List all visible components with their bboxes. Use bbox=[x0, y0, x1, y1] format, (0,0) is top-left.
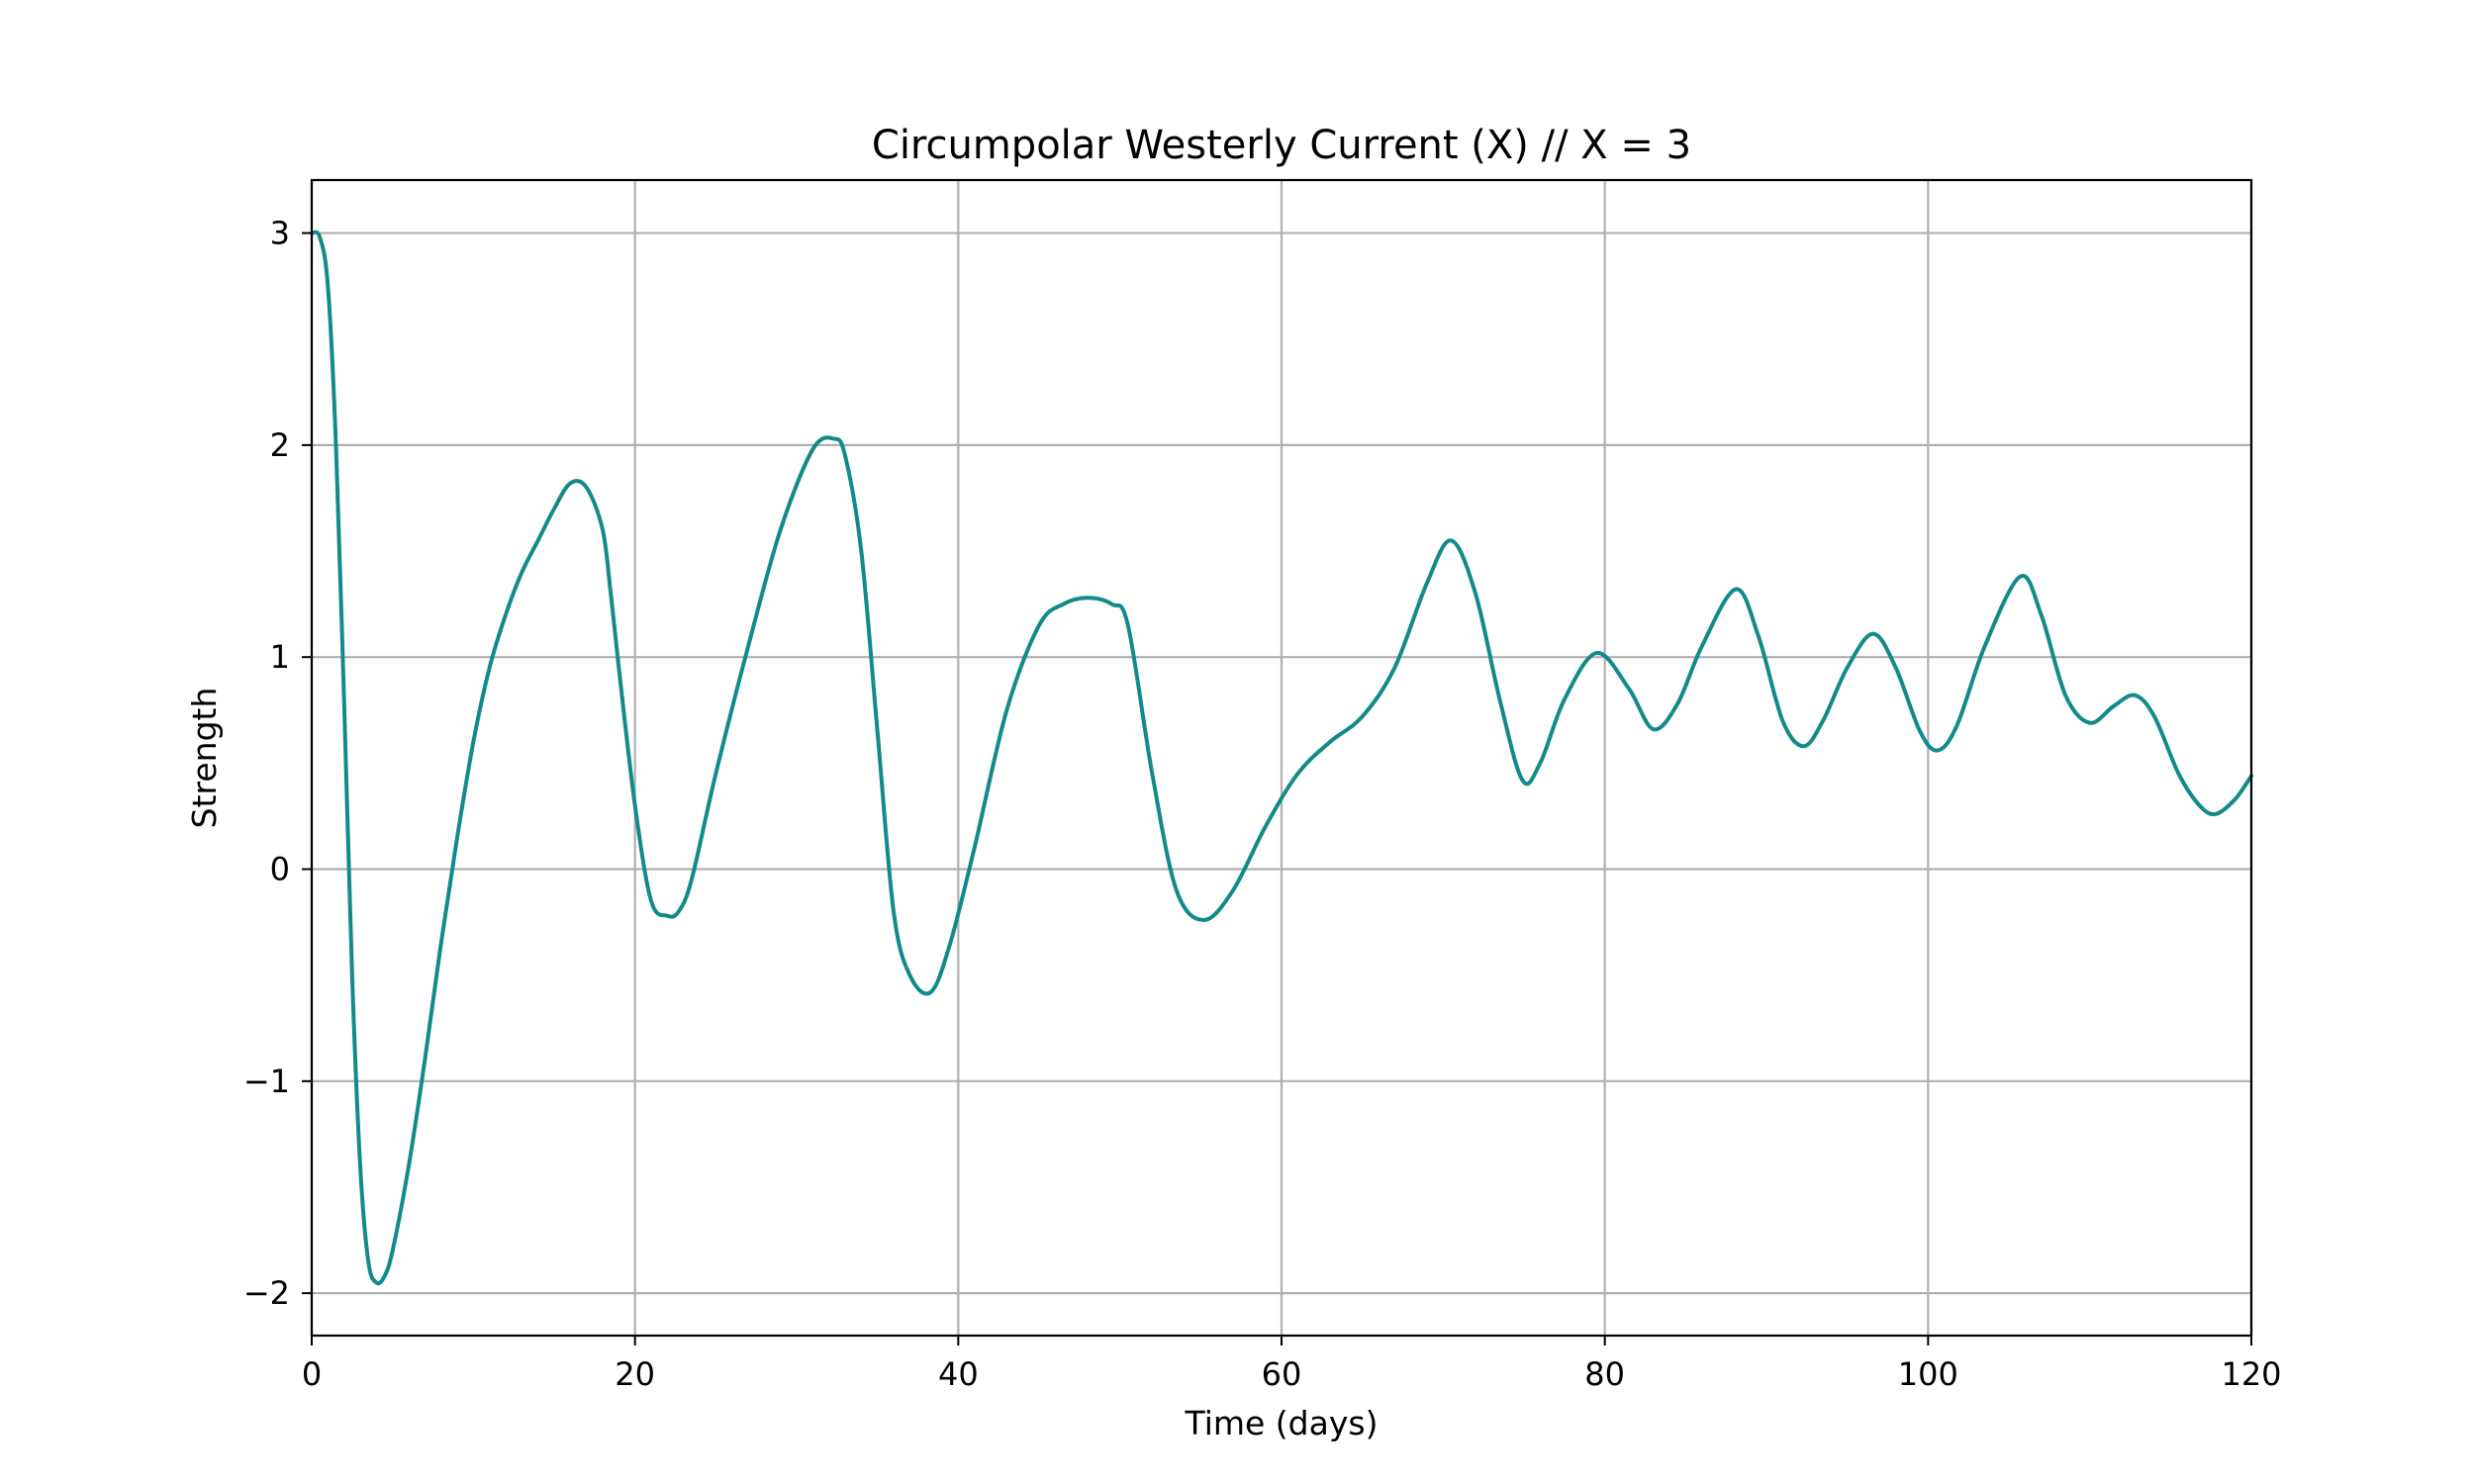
x-tick-label: 20 bbox=[615, 1355, 655, 1393]
y-axis-ticks: −2 −1 0 1 2 3 bbox=[243, 215, 312, 1312]
x-axis-ticks: 0 20 40 60 80 100 120 bbox=[302, 1336, 2282, 1393]
y-tick-label: 1 bbox=[270, 638, 290, 676]
y-tick-label: −2 bbox=[243, 1274, 290, 1312]
x-tick-label: 0 bbox=[302, 1355, 322, 1393]
y-tick-label: 0 bbox=[270, 851, 290, 888]
x-tick-label: 120 bbox=[2221, 1355, 2281, 1393]
y-tick-label: 2 bbox=[270, 426, 290, 464]
y-axis-label: Strength bbox=[185, 688, 224, 829]
x-tick-label: 60 bbox=[1262, 1355, 1302, 1393]
x-axis-label: Time (days) bbox=[1185, 1404, 1379, 1442]
x-tick-label: 40 bbox=[938, 1355, 979, 1393]
x-tick-label: 100 bbox=[1898, 1355, 1958, 1393]
x-tick-label: 80 bbox=[1584, 1355, 1625, 1393]
series-group bbox=[310, 230, 2253, 1286]
chart-title: Circumpolar Westerly Current (X) // X = … bbox=[872, 123, 1691, 168]
series-line-0 bbox=[310, 230, 2253, 1286]
y-tick-label: −1 bbox=[243, 1063, 290, 1100]
y-tick-label: 3 bbox=[270, 215, 290, 252]
